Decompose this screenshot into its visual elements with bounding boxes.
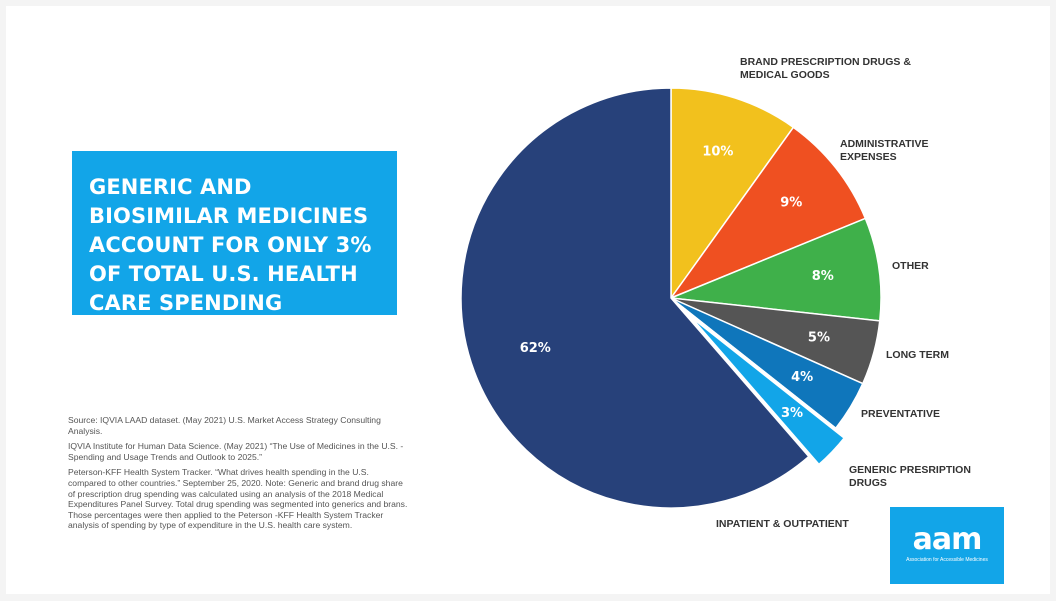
slice-label-administrative-expenses: ADMINISTRATIVE EXPENSES	[840, 138, 950, 164]
pie-slice-value-long-term: 5%	[808, 331, 830, 346]
slide: GENERIC AND BIOSIMILAR MEDICINES ACCOUNT…	[6, 6, 1050, 594]
pie-slice-value-inpatient-and-outpatient: 62%	[520, 341, 551, 356]
pie-slice-value-brand-prescription-drugs-and-medical-goods: 10%	[702, 145, 733, 160]
logo-tagline: Association for Accessible Medicines	[890, 557, 1004, 563]
slice-label-inpatient-outpatient: INPATIENT & OUTPATIENT	[716, 518, 886, 531]
aam-logo: aam Association for Accessible Medicines	[890, 507, 1004, 584]
pie-slice-value-administrative-expenses: 9%	[780, 195, 802, 210]
slice-label-preventative: PREVENTATIVE	[861, 408, 971, 421]
pie-slice-value-preventative: 4%	[791, 370, 813, 385]
slice-label-other: OTHER	[892, 260, 972, 273]
slice-label-generic-prescription-drugs: GENERIC PRESRIPTION DRUGS	[849, 464, 989, 490]
slice-label-long-term: LONG TERM	[886, 349, 986, 362]
pie-slice-value-other: 8%	[812, 269, 834, 284]
slice-label-brand-prescription-drugs: BRAND PRESCRIPTION DRUGS & MEDICAL GOODS	[740, 56, 950, 82]
pie-chart: 10% 9% 8% 5% 4% 3% 62%	[6, 6, 1050, 594]
pie-slice-value-generic-presription-drugs: 3%	[781, 406, 803, 421]
logo-wordmark: aam	[890, 525, 1004, 555]
